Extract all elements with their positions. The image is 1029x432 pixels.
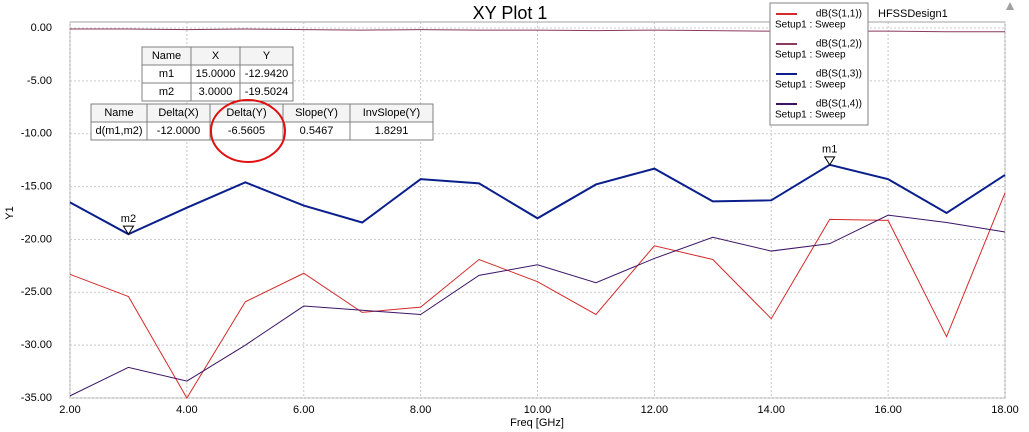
y-tick-label: -10.00 (21, 128, 52, 140)
legend-setup: Setup1 : Sweep (775, 80, 846, 91)
table-header: Delta(X) (158, 107, 198, 119)
x-tick-label: 14.00 (757, 404, 785, 416)
table-value: -12.9420 (245, 68, 288, 80)
table-header: Slope(Y) (295, 107, 338, 119)
marker-label: m1 (822, 144, 837, 156)
legend-setup: Setup1 : Sweep (775, 50, 846, 61)
table-value: -12.0000 (157, 125, 200, 137)
marker-triangle (823, 156, 836, 166)
x-tick-label: 12.00 (641, 404, 669, 416)
table-header: X (212, 50, 220, 62)
y-axis-label: Y1 (4, 206, 16, 219)
x-tick-label: 4.00 (176, 404, 197, 416)
legend-setup: Setup1 : Sweep (775, 20, 846, 31)
x-tick-label: 2.00 (59, 404, 80, 416)
y-tick-label: -20.00 (21, 233, 52, 245)
table-header: Name (104, 107, 133, 119)
table-header: Name (152, 50, 181, 62)
table-value: m2 (159, 86, 174, 98)
legend-entry: dB(S(1,1)) (816, 9, 862, 20)
y-tick-label: -15.00 (21, 180, 52, 192)
table-value: -19.5024 (245, 86, 288, 98)
x-tick-label: 18.00 (991, 404, 1019, 416)
table-value: 15.0000 (196, 68, 236, 80)
y-tick-label: -30.00 (21, 339, 52, 351)
x-tick-label: 6.00 (293, 404, 314, 416)
table-header: Delta(Y) (226, 107, 266, 119)
legend-entry: dB(S(1,2)) (816, 39, 862, 50)
annotation-circle (210, 99, 286, 163)
series-line (69, 192, 1006, 399)
marker-triangle (122, 225, 135, 236)
series-line (69, 163, 1006, 236)
table-value: m1 (159, 68, 174, 80)
marker-label: m2 (121, 213, 136, 225)
x-tick-label: 16.00 (874, 404, 902, 416)
y-tick-label: -25.00 (21, 286, 52, 298)
table-value: d(m1,m2) (95, 125, 142, 137)
table-value: 3.0000 (199, 86, 233, 98)
x-tick-label: 8.00 (410, 404, 431, 416)
y-tick-label: 0.00 (31, 22, 52, 34)
series-line (69, 214, 1006, 397)
table-header: Y (263, 50, 271, 62)
y-tick-label: -35.00 (21, 392, 52, 404)
table-cell (349, 121, 434, 141)
table-value: 1.8291 (375, 125, 409, 137)
legend-setup: Setup1 : Sweep (775, 110, 846, 121)
x-axis-label: Freq [GHz] (510, 417, 564, 429)
table-header: InvSlope(Y) (363, 107, 420, 119)
table-value: -6.5605 (228, 125, 265, 137)
legend-entry: dB(S(1,3)) (816, 69, 862, 80)
table-cell (239, 82, 294, 102)
y-tick-label: -5.00 (27, 75, 52, 87)
design-name: HFSSDesign1 (878, 8, 948, 20)
table-value: 0.5467 (300, 125, 334, 137)
legend-entry: dB(S(1,4)) (816, 99, 862, 110)
chart-title: XY Plot 1 (473, 3, 548, 23)
corner-icon (1006, 2, 1014, 10)
x-tick-label: 10.00 (524, 404, 552, 416)
